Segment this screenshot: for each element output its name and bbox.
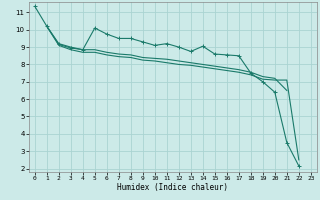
X-axis label: Humidex (Indice chaleur): Humidex (Indice chaleur) (117, 183, 228, 192)
